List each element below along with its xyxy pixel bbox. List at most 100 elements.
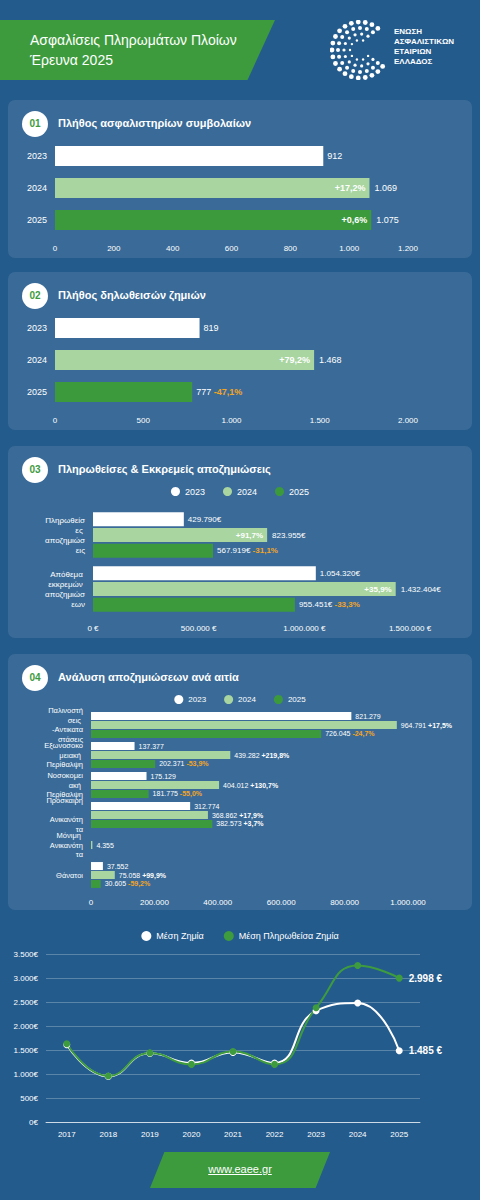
- svg-text:τα: τα: [76, 850, 84, 859]
- svg-text:2019: 2019: [141, 1130, 159, 1139]
- svg-text:2024: 2024: [238, 695, 256, 704]
- svg-text:2017: 2017: [58, 1130, 76, 1139]
- svg-text:2023: 2023: [27, 323, 47, 333]
- svg-text:2020: 2020: [183, 1130, 201, 1139]
- svg-text:30.605: 30.605: [105, 880, 127, 887]
- svg-text:600.000: 600.000: [267, 898, 296, 907]
- svg-text:2023: 2023: [185, 487, 205, 497]
- svg-text:37.552: 37.552: [107, 863, 129, 870]
- svg-text:+0,6%: +0,6%: [341, 215, 367, 225]
- svg-text:+219,8%: +219,8%: [262, 752, 291, 760]
- svg-text:+35,9%: +35,9%: [364, 585, 391, 594]
- svg-text:200: 200: [107, 244, 121, 253]
- svg-text:Μέση Πληρωθείσα Ζημία: Μέση Πληρωθείσα Ζημία: [239, 931, 339, 941]
- svg-text:200.000: 200.000: [140, 898, 169, 907]
- svg-text:+17,5%: +17,5%: [428, 722, 453, 730]
- svg-text:726.045: 726.045: [325, 730, 350, 737]
- svg-text:Νοσοκομει: Νοσοκομει: [47, 771, 83, 780]
- svg-text:1.054.320€: 1.054.320€: [320, 569, 361, 578]
- svg-text:819: 819: [204, 323, 219, 333]
- svg-text:2025: 2025: [288, 695, 306, 704]
- svg-text:823.955€: 823.955€: [272, 531, 306, 540]
- svg-text:2.000: 2.000: [398, 416, 419, 425]
- svg-text:4.355: 4.355: [96, 842, 114, 849]
- svg-text:2025: 2025: [27, 215, 47, 225]
- svg-text:2023: 2023: [188, 695, 206, 704]
- svg-text:2.500€: 2.500€: [14, 998, 39, 1007]
- svg-text:-31,1%: -31,1%: [253, 546, 278, 555]
- svg-text:500.000 €: 500.000 €: [181, 624, 217, 633]
- svg-text:1.000€: 1.000€: [14, 1070, 39, 1079]
- svg-text:1.000: 1.000: [221, 416, 242, 425]
- svg-text:964.791: 964.791: [401, 722, 426, 729]
- svg-text:Παλινοστή: Παλινοστή: [48, 706, 83, 715]
- svg-text:-Αντικατα: -Αντικατα: [52, 725, 84, 734]
- svg-text:368.862: 368.862: [212, 812, 237, 819]
- svg-text:σεις: σεις: [68, 716, 83, 725]
- svg-text:202.371: 202.371: [159, 760, 184, 767]
- svg-text:2024: 2024: [27, 355, 47, 365]
- svg-text:εων: εων: [71, 600, 85, 609]
- svg-text:εκκρεμών: εκκρεμών: [48, 580, 85, 589]
- svg-text:500: 500: [137, 416, 151, 425]
- svg-text:0: 0: [53, 244, 58, 253]
- svg-text:1.432.404€: 1.432.404€: [401, 585, 442, 594]
- svg-text:0€: 0€: [29, 1118, 38, 1127]
- svg-text:-55,0%: -55,0%: [180, 790, 203, 798]
- svg-text:1.500: 1.500: [310, 416, 331, 425]
- svg-text:1.000.000 €: 1.000.000 €: [283, 624, 326, 633]
- svg-text:2018: 2018: [99, 1130, 117, 1139]
- svg-text:175.129: 175.129: [151, 773, 176, 780]
- svg-text:αποζημιώσ: αποζημιώσ: [45, 590, 85, 599]
- svg-text:1.069: 1.069: [374, 183, 397, 193]
- svg-text:567.919€: 567.919€: [217, 546, 251, 555]
- svg-text:382.573: 382.573: [216, 820, 241, 827]
- svg-text:0: 0: [53, 416, 58, 425]
- svg-text:Περίθαλψη: Περίθαλψη: [47, 760, 83, 769]
- svg-text:2024: 2024: [349, 1130, 367, 1139]
- svg-text:1.200: 1.200: [398, 244, 419, 253]
- svg-text:2.000€: 2.000€: [14, 1022, 39, 1031]
- svg-text:400: 400: [166, 244, 180, 253]
- svg-text:-47,1%: -47,1%: [214, 387, 243, 397]
- svg-text:75.058: 75.058: [119, 872, 141, 879]
- svg-text:2022: 2022: [266, 1130, 284, 1139]
- svg-text:μειακή: μειακή: [59, 751, 83, 760]
- svg-text:429.790€: 429.790€: [188, 515, 222, 524]
- svg-text:-53,9%: -53,9%: [186, 760, 209, 768]
- svg-text:1.500.000 €: 1.500.000 €: [389, 624, 432, 633]
- svg-text:800.000: 800.000: [330, 898, 359, 907]
- svg-text:1.000: 1.000: [339, 244, 360, 253]
- svg-text:2023: 2023: [27, 151, 47, 161]
- svg-text:137.377: 137.377: [139, 743, 164, 750]
- svg-text:Πληρωθείσ: Πληρωθείσ: [45, 516, 85, 525]
- svg-text:2024: 2024: [237, 487, 257, 497]
- svg-text:0 €: 0 €: [87, 624, 99, 633]
- svg-text:2023: 2023: [307, 1130, 325, 1139]
- svg-text:821.279: 821.279: [355, 713, 380, 720]
- svg-text:312.774: 312.774: [194, 803, 219, 810]
- svg-text:800: 800: [284, 244, 298, 253]
- svg-text:955.451€: 955.451€: [299, 600, 333, 609]
- svg-text:500€: 500€: [20, 1094, 38, 1103]
- svg-text:0: 0: [89, 898, 94, 907]
- svg-text:181.775: 181.775: [153, 790, 178, 797]
- svg-text:1.485 €: 1.485 €: [409, 1045, 443, 1056]
- svg-text:777: 777: [196, 387, 211, 397]
- svg-text:3.500€: 3.500€: [14, 950, 39, 959]
- svg-text:439.282: 439.282: [234, 752, 259, 759]
- svg-text:ακή: ακή: [69, 781, 83, 790]
- svg-text:2025: 2025: [27, 387, 47, 397]
- svg-text:Θάνατοι: Θάνατοι: [56, 871, 83, 880]
- svg-text:912: 912: [327, 151, 342, 161]
- svg-text:Ανικανότη: Ανικανότη: [50, 815, 83, 824]
- svg-text:ες: ες: [75, 526, 85, 535]
- svg-text:2.998 €: 2.998 €: [409, 973, 443, 984]
- svg-text:2021: 2021: [224, 1130, 242, 1139]
- svg-text:+91,7%: +91,7%: [236, 531, 263, 540]
- svg-text:+17,2%: +17,2%: [335, 183, 366, 193]
- svg-text:Μέση Ζημία: Μέση Ζημία: [156, 931, 203, 941]
- svg-text:Πρόσκαιρη: Πρόσκαιρη: [46, 796, 83, 805]
- svg-text:Ανικανότη: Ανικανότη: [50, 841, 83, 850]
- svg-text:600: 600: [225, 244, 239, 253]
